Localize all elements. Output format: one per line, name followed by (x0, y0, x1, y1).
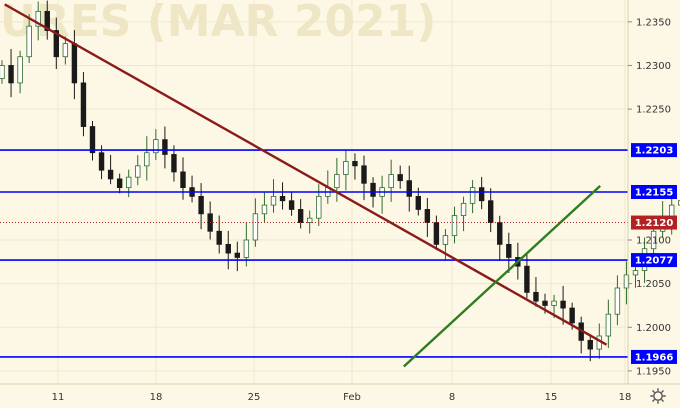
candle[interactable] (162, 126, 168, 169)
candle[interactable] (135, 155, 141, 186)
candle[interactable] (614, 275, 621, 326)
candle[interactable] (62, 36, 69, 65)
level-price-label: 1.2155 (631, 185, 677, 199)
horizontal-levels[interactable] (0, 149, 628, 358)
candle[interactable] (605, 299, 612, 348)
candle[interactable] (460, 196, 467, 232)
x-tick-label: 25 (248, 392, 261, 403)
candle[interactable] (234, 241, 240, 272)
candle[interactable] (397, 165, 403, 189)
candles[interactable] (0, 0, 680, 362)
x-tick-label: 8 (449, 392, 455, 403)
candle[interactable] (316, 184, 322, 226)
candle[interactable] (352, 153, 358, 180)
level-price-label: 1.2203 (631, 143, 677, 158)
candle[interactable] (89, 120, 96, 161)
candle[interactable] (107, 154, 114, 185)
y-tick-label: 1.1950 (636, 366, 671, 377)
candle[interactable] (497, 215, 503, 261)
price-labels: 1.2203 1.2155 1.2077 1.1966 1.2120 (631, 143, 677, 364)
candle[interactable] (270, 179, 277, 213)
candle[interactable] (279, 182, 286, 210)
candle[interactable] (80, 72, 87, 137)
y-tick-label: 1.2050 (636, 279, 671, 290)
candle[interactable] (0, 60, 5, 84)
level-price-label: 1.1966 (631, 349, 677, 364)
candle[interactable] (406, 165, 412, 212)
svg-text:1.2077: 1.2077 (635, 256, 674, 267)
candle[interactable] (144, 136, 150, 181)
candle[interactable] (53, 17, 59, 70)
y-tick-label: 1.2100 (636, 236, 671, 247)
candle[interactable] (469, 180, 476, 214)
candle[interactable] (560, 285, 566, 325)
gear-icon[interactable] (650, 388, 666, 404)
candle[interactable] (243, 222, 250, 267)
candle[interactable] (487, 188, 494, 233)
chart-watermark: TURES (MAR 2021) (0, 0, 436, 47)
candle[interactable] (343, 149, 349, 191)
y-tick-label: 1.2000 (636, 323, 671, 334)
svg-text:1.2120: 1.2120 (635, 218, 674, 229)
candle[interactable] (35, 1, 41, 41)
current-price-label: 1.2120 (631, 215, 677, 230)
x-tick-label: 18 (619, 392, 632, 403)
candle[interactable] (198, 183, 204, 230)
x-tick-label: 15 (545, 392, 558, 403)
candle[interactable] (623, 261, 630, 305)
uptrend-line[interactable] (403, 185, 602, 368)
svg-text:1.1966: 1.1966 (635, 352, 674, 363)
candle[interactable] (116, 173, 123, 194)
downtrend-line[interactable] (4, 3, 608, 346)
y-tick-label: 1.2350 (636, 17, 671, 28)
y-tick-label: 1.2250 (636, 105, 671, 116)
time-axis[interactable]: 11 18 25 Feb 8 15 18 (52, 392, 632, 403)
candle[interactable] (388, 159, 394, 202)
x-tick-label: Feb (343, 392, 361, 403)
level-price-label: 1.2077 (631, 253, 677, 268)
candle[interactable] (678, 188, 680, 214)
candle[interactable] (261, 192, 268, 222)
candle[interactable] (44, 0, 50, 40)
candle[interactable] (8, 48, 14, 98)
candle[interactable] (506, 232, 512, 273)
candle[interactable] (98, 145, 105, 180)
candle[interactable] (225, 230, 231, 270)
candle[interactable] (433, 215, 440, 251)
candle[interactable] (533, 277, 539, 307)
candle[interactable] (171, 145, 177, 182)
candle[interactable] (153, 129, 159, 161)
candle[interactable] (288, 192, 295, 216)
x-tick-label: 11 (52, 392, 65, 403)
candle[interactable] (424, 197, 431, 238)
price-axis[interactable]: 1.2350 1.2300 1.2250 1.2100 1.2050 1.2000 1.19… (628, 17, 671, 377)
trendlines[interactable] (4, 3, 608, 368)
svg-text:1.2203: 1.2203 (635, 146, 674, 157)
candle[interactable] (17, 50, 23, 94)
y-tick-label: 1.2300 (636, 61, 671, 72)
x-tick-label: 18 (150, 392, 163, 403)
candle[interactable] (451, 206, 458, 244)
svg-text:1.2155: 1.2155 (635, 188, 674, 199)
candle[interactable] (478, 176, 485, 210)
candle[interactable] (216, 215, 222, 254)
candle[interactable] (26, 14, 32, 63)
candle[interactable] (334, 158, 340, 202)
